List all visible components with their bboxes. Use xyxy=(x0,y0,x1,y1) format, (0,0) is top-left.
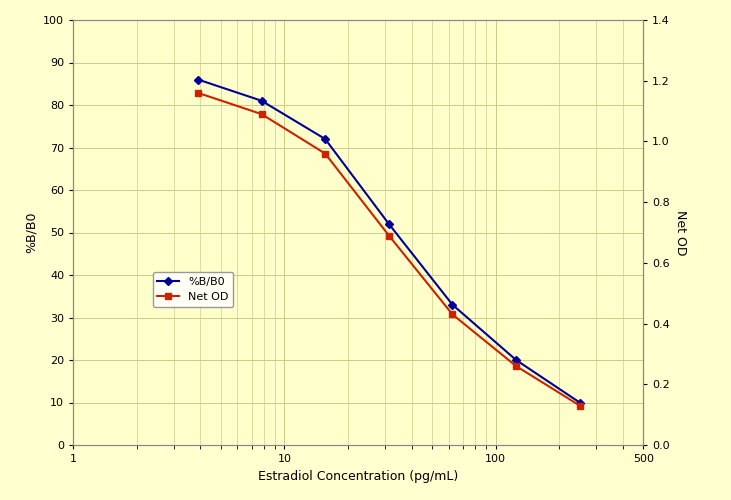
%B/B0 xyxy=(257,98,266,104)
%B/B0 xyxy=(575,400,584,406)
Net OD xyxy=(194,90,202,96)
%B/B0 xyxy=(194,76,202,82)
Net OD xyxy=(385,232,393,238)
%B/B0 xyxy=(321,136,330,142)
X-axis label: Estradiol Concentration (pg/mL): Estradiol Concentration (pg/mL) xyxy=(258,470,458,482)
%B/B0 xyxy=(385,221,393,227)
Y-axis label: Net OD: Net OD xyxy=(674,210,686,255)
Net OD xyxy=(321,150,330,156)
Net OD xyxy=(575,402,584,408)
%B/B0 xyxy=(512,357,520,363)
Line: Net OD: Net OD xyxy=(195,90,583,408)
Net OD xyxy=(448,312,457,318)
Y-axis label: %B/B0: %B/B0 xyxy=(25,212,37,253)
Line: %B/B0: %B/B0 xyxy=(195,76,583,406)
Legend: %B/B0, Net OD: %B/B0, Net OD xyxy=(153,272,233,306)
%B/B0 xyxy=(448,302,457,308)
Net OD xyxy=(257,111,266,117)
Net OD xyxy=(512,363,520,369)
